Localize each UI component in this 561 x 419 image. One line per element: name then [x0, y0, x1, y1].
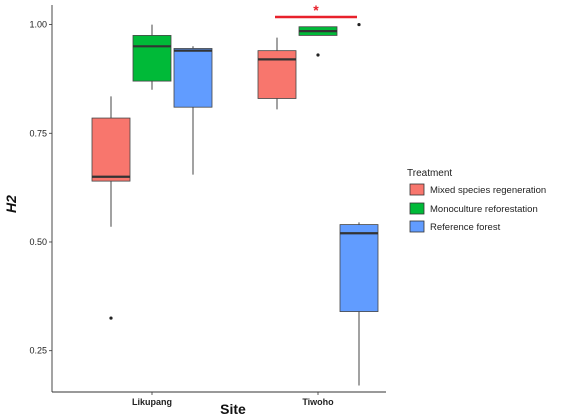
legend-label-monoculture-reforestation: Monoculture reforestation [430, 204, 538, 215]
axes: 0.25 0.50 0.75 1.00 Likupang Tiwoho [29, 5, 386, 407]
box-body-mixed-species-regeneration-tiwoho [257, 50, 297, 99]
box-reference-forest-likupang [173, 46, 213, 175]
x-tick-label-tiwoho: Tiwoho [302, 397, 334, 407]
legend-key-reference-forest [409, 220, 425, 233]
legend-label-reference-forest: Reference forest [430, 222, 501, 233]
legend-item-monoculture-reforestation: Monoculture reforestation [409, 202, 538, 215]
box-body-reference-forest-tiwoho [339, 224, 379, 312]
legend-label-mixed-species-regeneration: Mixed species regeneration [430, 185, 546, 196]
y-tick-label-0: 0.25 [29, 346, 47, 356]
legend-item-reference-forest: Reference forest [409, 220, 501, 233]
legend: Treatment Mixed species regeneration Mon… [407, 168, 546, 233]
outlier-monoculture-reforestation-tiwoho-0 [316, 53, 320, 57]
box-reference-forest-tiwoho [339, 22, 379, 386]
y-axis-title: H2 [3, 195, 19, 213]
y-tick-label-3: 1.00 [29, 20, 47, 30]
legend-key-monoculture-reforestation [409, 202, 425, 215]
x-axis-title: Site [220, 401, 246, 417]
box-monoculture-reforestation-likupang [132, 24, 172, 90]
plot-area: * [91, 2, 379, 386]
y-tick-label-1: 0.50 [29, 237, 47, 247]
legend-key-mixed-species-regeneration [409, 183, 425, 196]
box-mixed-species-regeneration-likupang [91, 96, 131, 320]
significance-label: * [313, 2, 319, 18]
box-body-mixed-species-regeneration-likupang [91, 117, 131, 182]
legend-title: Treatment [407, 168, 452, 179]
y-tick-label-2: 0.75 [29, 128, 47, 138]
box-body-monoculture-reforestation-likupang [132, 35, 172, 82]
outlier-mixed-species-regeneration-likupang-0 [109, 316, 113, 320]
outlier-reference-forest-tiwoho-0 [357, 22, 361, 27]
box-body-reference-forest-likupang [173, 48, 213, 108]
legend-item-mixed-species-regeneration: Mixed species regeneration [409, 183, 546, 196]
box-mixed-species-regeneration-tiwoho [257, 37, 297, 110]
box-monoculture-reforestation-tiwoho [298, 26, 338, 57]
x-tick-label-likupang: Likupang [132, 397, 172, 407]
